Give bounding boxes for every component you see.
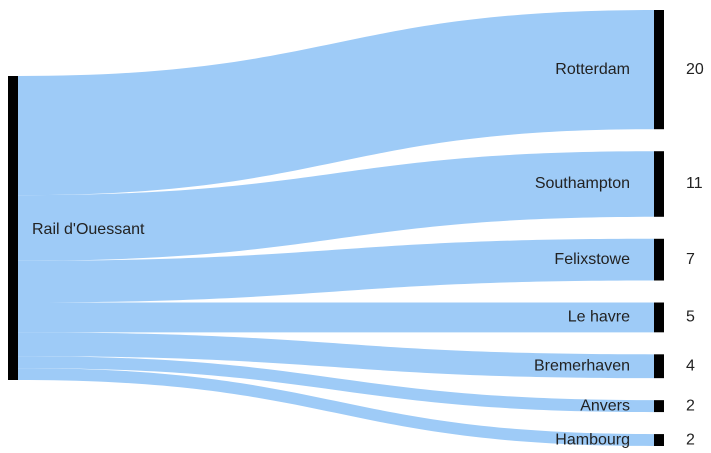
link bbox=[18, 332, 654, 379]
link bbox=[18, 238, 654, 303]
value-label: 11 bbox=[686, 175, 703, 192]
target-label: Rotterdam bbox=[555, 61, 630, 78]
source-label: Rail d'Ouessant bbox=[32, 221, 145, 238]
target-node bbox=[654, 151, 664, 217]
links bbox=[18, 10, 654, 446]
nodes bbox=[8, 10, 664, 446]
target-label: Le havre bbox=[568, 309, 630, 326]
target-node bbox=[654, 434, 664, 446]
target-label: Anvers bbox=[580, 397, 630, 414]
value-label: 20 bbox=[686, 61, 704, 78]
value-label: 2 bbox=[686, 431, 695, 448]
value-label: 2 bbox=[686, 397, 695, 414]
source-node bbox=[8, 76, 18, 380]
labels: Rotterdam 20 Southampton 11 Felixstowe 7 Le ha… bbox=[32, 61, 704, 448]
value-label: 4 bbox=[686, 357, 695, 374]
target-node bbox=[654, 354, 664, 379]
target-label: Felixstowe bbox=[554, 251, 630, 268]
link bbox=[18, 302, 654, 333]
target-node bbox=[654, 400, 664, 413]
link bbox=[18, 151, 654, 261]
target-node bbox=[654, 302, 664, 333]
target-node bbox=[654, 238, 664, 281]
link bbox=[18, 10, 654, 196]
target-label: Hambourg bbox=[555, 431, 630, 448]
link bbox=[18, 356, 654, 413]
value-label: 5 bbox=[686, 309, 695, 326]
target-label: Southampton bbox=[535, 175, 630, 192]
link bbox=[18, 368, 654, 446]
target-node bbox=[654, 10, 664, 130]
value-label: 7 bbox=[686, 251, 695, 268]
target-label: Bremerhaven bbox=[534, 357, 630, 374]
